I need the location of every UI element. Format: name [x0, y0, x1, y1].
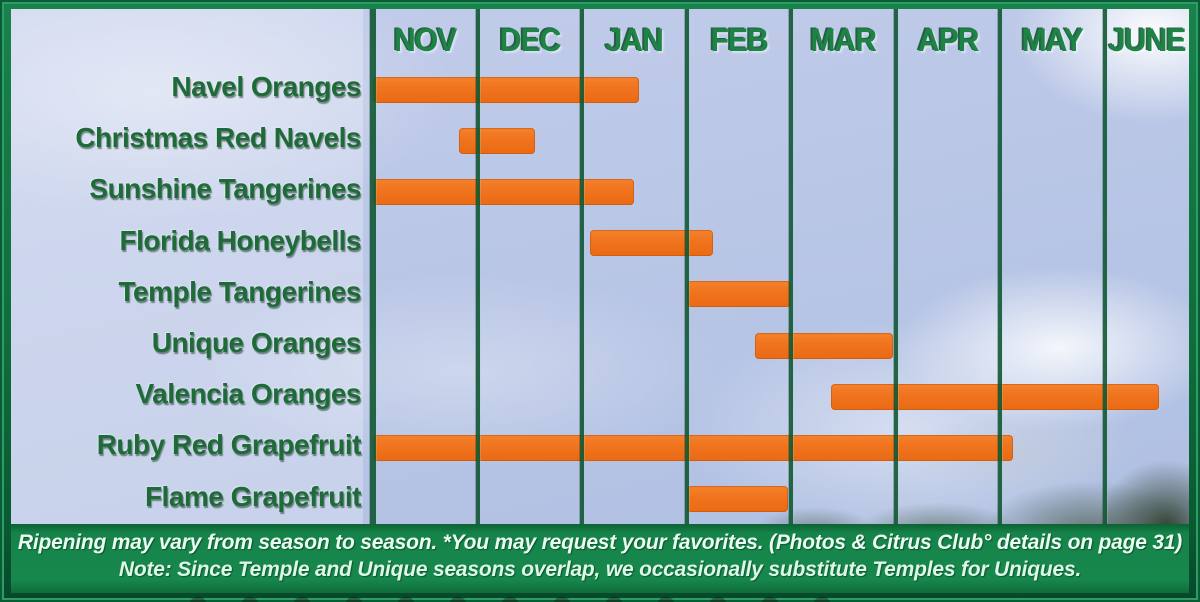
- month-header-jan: JAN: [605, 22, 664, 58]
- row-label-unique-oranges: Unique Oranges: [151, 327, 362, 358]
- season-bar-ruby-red-grapefruit: [373, 435, 1013, 461]
- column-divider-4: [789, 9, 793, 524]
- month-header-mar: MAR: [810, 22, 877, 58]
- column-divider-1: [475, 9, 480, 524]
- column-divider-5: [893, 9, 898, 524]
- season-bar-unique-oranges: [755, 332, 894, 359]
- month-header-may: MAY: [1021, 22, 1084, 58]
- row-label-florida-honeybells: Florida Honeybells: [119, 224, 362, 256]
- column-divider-2: [580, 9, 584, 524]
- season-bar-florida-honeybells: [590, 230, 713, 257]
- month-header-apr: APR: [917, 22, 979, 58]
- season-bar-sunshine-tangerines: [373, 179, 635, 205]
- column-divider-0: [370, 9, 376, 524]
- month-header-nov: NOV: [394, 22, 457, 58]
- season-bar-christmas-red-navels: [458, 127, 535, 154]
- label-panel: [11, 9, 363, 524]
- row-label-sunshine-tangerines: Sunshine Tangerines: [89, 173, 361, 205]
- season-bar-valencia-oranges: [830, 383, 1160, 410]
- chart-content: NOV DEC JAN FEB MAR APR MAY JUNE Navel Oranges C…: [11, 9, 1189, 593]
- season-bar-navel-oranges: [373, 76, 640, 103]
- row-label-temple-tangerines: Temple Tangerines: [118, 275, 361, 307]
- footer-line-2: Note: Since Temple and Unique seasons ov…: [118, 558, 1082, 581]
- row-label-christmas-red-navels: Christmas Red Navels: [75, 122, 361, 154]
- month-header-dec: DEC: [499, 22, 561, 58]
- season-bar-temple-tangerines: [686, 281, 791, 308]
- bottom-edge-decoration: [180, 594, 840, 602]
- row-label-flame-grapefruit: Flame Grapefruit: [144, 480, 362, 512]
- season-bar-flame-grapefruit: [686, 486, 788, 513]
- column-divider-6: [998, 9, 1002, 524]
- row-label-navel-oranges: Navel Oranges: [171, 71, 361, 102]
- column-divider-7: [1102, 9, 1107, 524]
- footer-line-1: Ripening may vary from season to season.…: [17, 531, 1183, 554]
- footer-note: Ripening may vary from season to season.…: [11, 524, 1189, 593]
- month-header-feb: FEB: [710, 22, 768, 58]
- month-header-june: JUNE: [1108, 22, 1186, 58]
- row-label-ruby-red-grapefruit: Ruby Red Grapefruit: [96, 429, 362, 461]
- column-divider-3: [684, 9, 689, 524]
- row-label-valencia-oranges: Valencia Oranges: [135, 378, 362, 410]
